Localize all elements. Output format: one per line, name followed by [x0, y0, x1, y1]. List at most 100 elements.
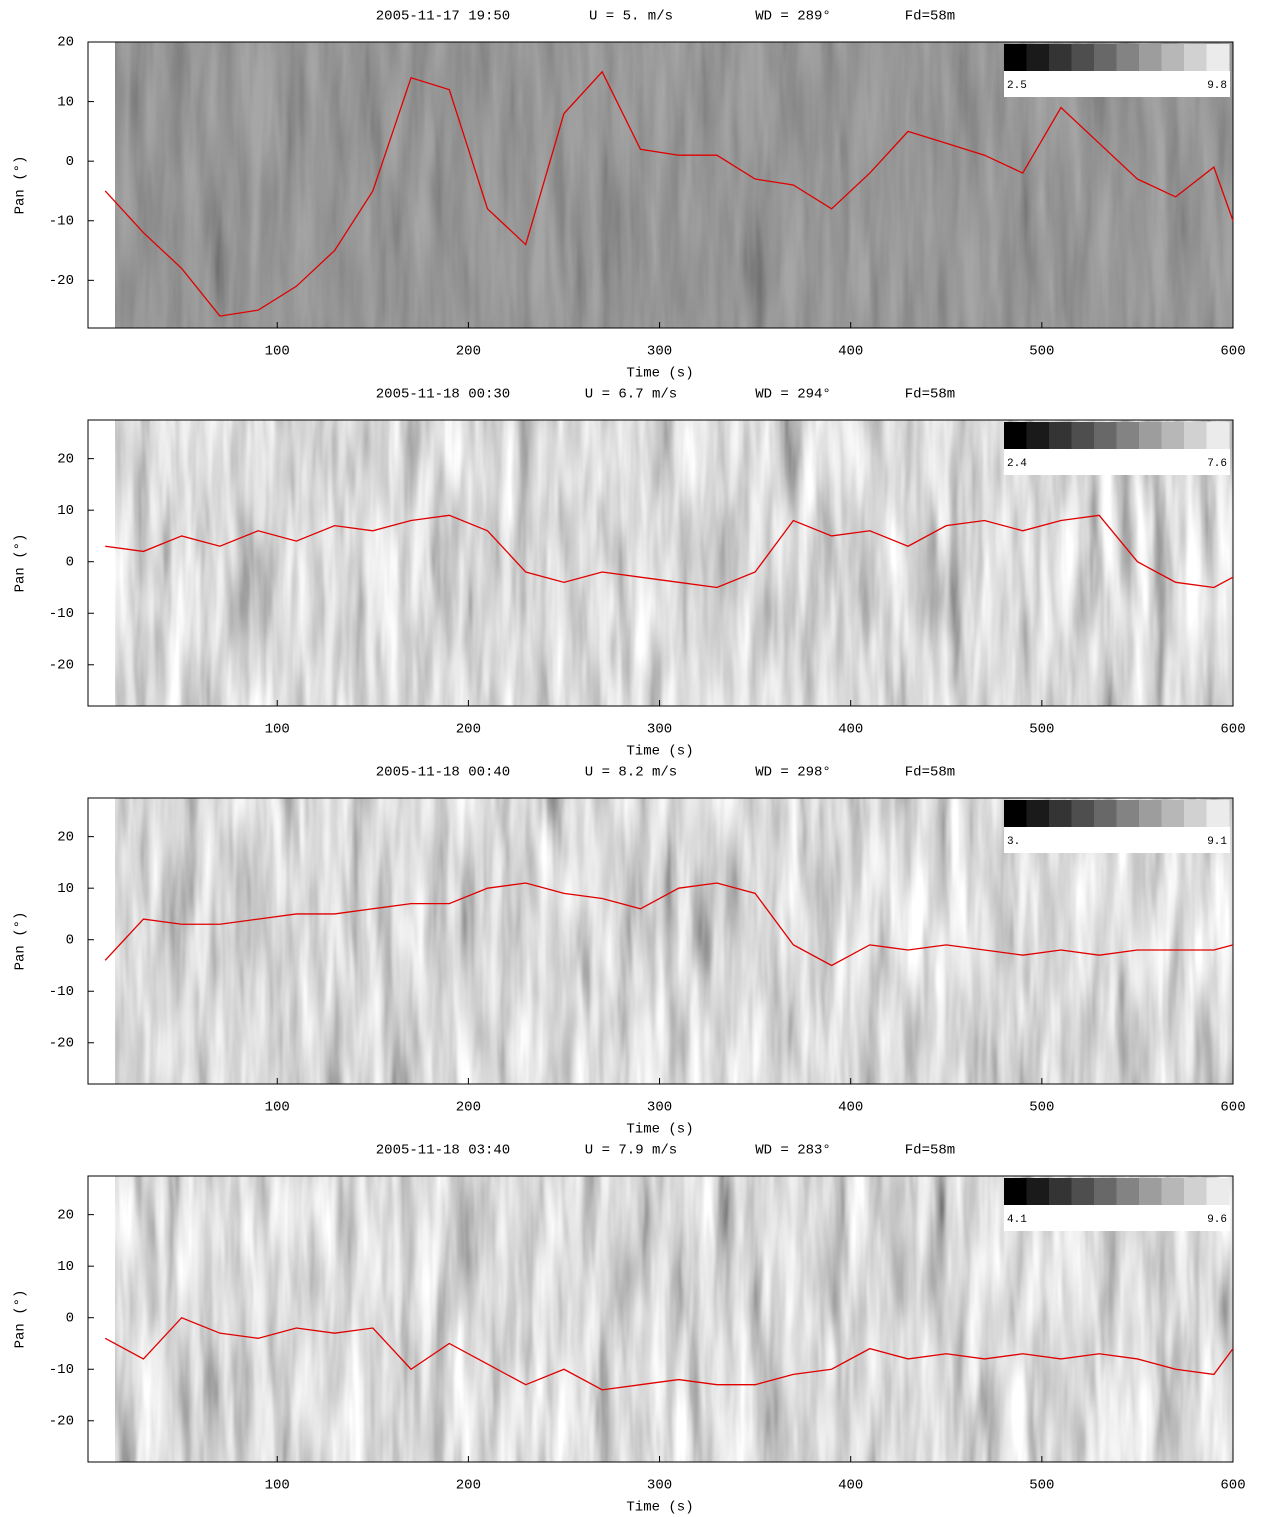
x-axis-label: Time (s) [626, 744, 693, 760]
panel-title: 2005-11-17 19:50 [376, 9, 510, 25]
y-tick-label: 10 [57, 94, 74, 110]
colorbar-swatch [1094, 44, 1117, 71]
panel: 2.5 9.8 2005-11-17 19:50 U = 5. m/s WD = 289… [13, 9, 1246, 382]
panel-title: 2005-11-18 00:40 [376, 765, 510, 781]
x-tick-label: 200 [456, 1478, 481, 1494]
y-tick-label: -20 [49, 1035, 74, 1051]
colorbar-swatch [1026, 422, 1050, 449]
x-axis-label: Time (s) [626, 366, 693, 382]
x-tick-label: 600 [1220, 1478, 1245, 1494]
colorbar-swatch [1049, 422, 1072, 449]
colorbar-swatch [1161, 1178, 1185, 1205]
panel-title: WD = 298° [755, 765, 831, 781]
colorbar-swatch [1184, 422, 1207, 449]
colorbar-swatch [1161, 44, 1185, 71]
panel-title: U = 5. m/s [589, 9, 673, 25]
colorbar: 2.5 9.8 [1004, 44, 1230, 97]
y-tick-label: 10 [57, 503, 74, 519]
colorbar-swatch [1161, 422, 1185, 449]
x-axis-label: Time (s) [626, 1122, 693, 1138]
panel: 4.1 9.6 2005-11-18 03:40 U = 7.9 m/s WD = 28… [13, 1143, 1246, 1516]
pan-line [104, 1316, 1234, 1391]
colorbar-swatch [1139, 44, 1162, 71]
colorbar-box [1004, 827, 1230, 853]
y-tick-label: 0 [66, 154, 74, 170]
plot-frame [87, 1175, 1234, 1463]
panel-title: 2005-11-18 03:40 [376, 1143, 510, 1159]
colorbar-swatch [1206, 800, 1230, 827]
colorbar-max-label: 9.8 [1207, 80, 1227, 92]
panel-title: U = 8.2 m/s [585, 765, 677, 781]
colorbar-swatch [1094, 800, 1117, 827]
panel: 3. 9.1 2005-11-18 00:40 U = 8.2 m/s WD = 298… [13, 765, 1246, 1138]
x-tick-label: 100 [265, 344, 290, 360]
colorbar-swatch [1139, 422, 1162, 449]
y-tick-label: 10 [57, 1259, 74, 1275]
panel-title: WD = 283° [755, 1143, 831, 1159]
colorbar-swatch [1116, 1178, 1140, 1205]
plot-frame [87, 419, 1234, 707]
colorbar: 2.4 7.6 [1004, 422, 1230, 475]
colorbar-swatch [1004, 44, 1027, 71]
panel-title: WD = 294° [755, 387, 831, 403]
colorbar-swatch [1026, 800, 1050, 827]
colorbar-swatch [1116, 44, 1140, 71]
colorbar-swatch [1004, 422, 1027, 449]
colorbar-swatch [1184, 800, 1207, 827]
colorbar-swatch [1206, 44, 1230, 71]
x-tick-label: 100 [265, 722, 290, 738]
colorbar-min-label: 2.4 [1007, 458, 1027, 470]
x-tick-label: 100 [265, 1478, 290, 1494]
panel-title: U = 6.7 m/s [585, 387, 677, 403]
panel-title: 2005-11-18 00:30 [376, 387, 510, 403]
colorbar-swatch [1071, 422, 1095, 449]
y-tick-label: 0 [66, 1310, 74, 1326]
panel-title: Fd=58m [905, 1143, 955, 1159]
x-tick-label: 100 [265, 1100, 290, 1116]
x-tick-label: 200 [456, 722, 481, 738]
x-axis-label: Time (s) [626, 1500, 693, 1516]
x-tick-label: 600 [1220, 722, 1245, 738]
y-tick-label: -10 [49, 984, 74, 1000]
colorbar-swatch [1206, 422, 1230, 449]
panel: 2.4 7.6 2005-11-18 00:30 U = 6.7 m/s WD = 29… [13, 387, 1246, 760]
x-tick-label: 500 [1029, 1100, 1054, 1116]
colorbar-swatch [1094, 422, 1117, 449]
x-tick-label: 300 [647, 1100, 672, 1116]
colorbar-swatch [1094, 1178, 1117, 1205]
y-axis-label: Pan (°) [13, 534, 29, 593]
colorbar: 4.1 9.6 [1004, 1178, 1230, 1231]
x-tick-label: 400 [838, 344, 863, 360]
y-tick-label: 20 [57, 35, 74, 51]
colorbar-box [1004, 449, 1230, 475]
plot-frame [87, 41, 1234, 329]
y-tick-label: 20 [57, 829, 74, 845]
panel-title: Fd=58m [905, 9, 955, 25]
x-tick-label: 500 [1029, 344, 1054, 360]
colorbar-swatch [1071, 44, 1095, 71]
panel-title: Fd=58m [905, 765, 955, 781]
colorbar-swatch [1049, 800, 1072, 827]
pan-line [104, 70, 1234, 317]
y-tick-label: -20 [49, 273, 74, 289]
pan-line [105, 514, 1234, 589]
y-tick-label: -10 [49, 606, 74, 622]
colorbar-swatch [1071, 800, 1095, 827]
colorbar-swatch [1161, 800, 1185, 827]
colorbar-swatch [1206, 1178, 1230, 1205]
x-tick-label: 200 [456, 1100, 481, 1116]
x-tick-label: 300 [647, 722, 672, 738]
y-tick-label: 20 [57, 1207, 74, 1223]
panel-title: WD = 289° [755, 9, 831, 25]
panel-title: U = 7.9 m/s [585, 1143, 677, 1159]
x-tick-label: 500 [1029, 722, 1054, 738]
y-tick-label: 0 [66, 932, 74, 948]
colorbar-swatch [1026, 44, 1050, 71]
x-tick-label: 400 [838, 722, 863, 738]
colorbar-swatch [1071, 1178, 1095, 1205]
pan-line [104, 882, 1234, 967]
colorbar-swatch [1116, 422, 1140, 449]
colorbar-box [1004, 1205, 1230, 1231]
y-axis-label: Pan (°) [13, 156, 29, 215]
